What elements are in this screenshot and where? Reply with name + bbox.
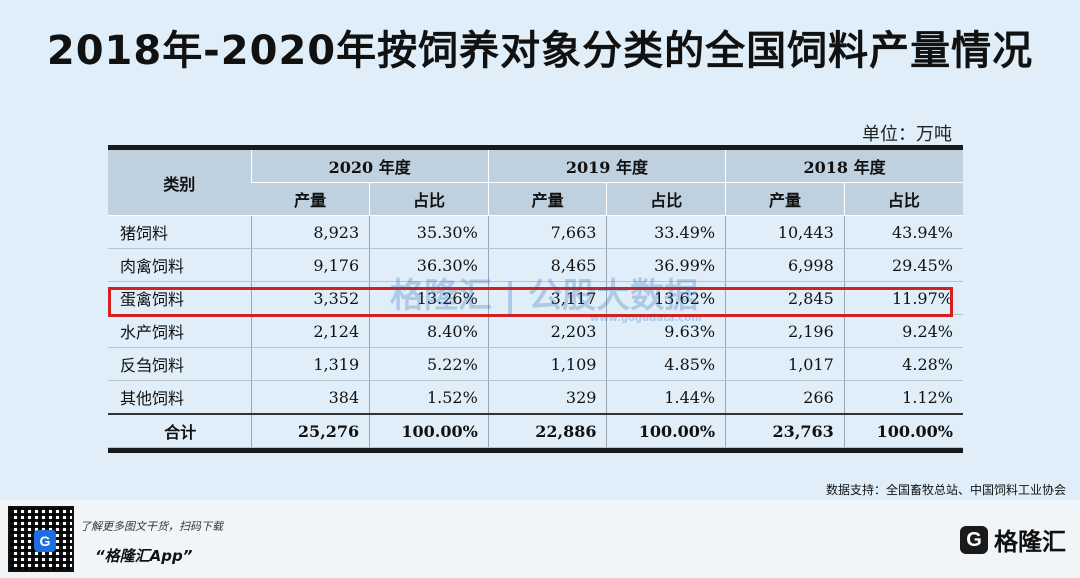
cell-share: 13.26% [369, 281, 489, 315]
row-category: 合计 [108, 413, 251, 448]
cell-output: 1,017 [725, 347, 845, 381]
sub-header-output: 产量 [251, 182, 370, 216]
cell-output: 1,319 [250, 347, 370, 381]
sub-header-share: 占比 [369, 182, 489, 216]
sub-header-share: 占比 [606, 182, 726, 216]
cell-share: 13.62% [606, 281, 726, 315]
unit-label: 单位：万吨 [862, 124, 952, 145]
table-row: 水产饲料 2,124 8.40% 2,203 9.63% 2,196 9.24% [108, 314, 963, 348]
category-header: 类别 [108, 150, 251, 216]
cell-output: 8,465 [487, 248, 607, 282]
table-row: 猪饲料 8,923 35.30% 7,663 33.49% 10,443 43.94% [108, 215, 963, 249]
cell-share: 100.00% [606, 413, 726, 448]
cell-share: 1.12% [843, 380, 963, 415]
row-category: 反刍饲料 [108, 347, 251, 381]
cell-output: 2,196 [725, 314, 845, 348]
page-title: 2018年-2020年按饲养对象分类的全国饲料产量情况 [46, 28, 1034, 74]
sub-header-output: 产量 [487, 182, 607, 216]
cell-share: 1.52% [369, 380, 489, 415]
cell-share: 5.22% [369, 347, 489, 381]
cell-share: 100.00% [843, 413, 963, 448]
feed-production-table: 类别 2020 年度 2019 年度 2018 年度 产量 占比 产量 占比 产… [108, 150, 963, 448]
cell-output: 3,352 [250, 281, 370, 315]
table-total-row: 合计 25,276 100.00% 22,886 100.00% 23,763 100.00… [108, 413, 963, 448]
cell-share: 36.30% [369, 248, 489, 282]
row-category: 其他饲料 [108, 380, 251, 415]
table-row: 其他饲料 384 1.52% 329 1.44% 266 1.12% [108, 380, 963, 415]
cell-share: 4.85% [606, 347, 726, 381]
sub-header-output: 产量 [725, 182, 845, 216]
row-category: 猪饲料 [108, 215, 251, 249]
cell-output: 329 [487, 380, 607, 415]
cell-output: 8,923 [250, 215, 370, 249]
cell-share: 8.40% [369, 314, 489, 348]
table-row: 反刍饲料 1,319 5.22% 1,109 4.85% 1,017 4.28% [108, 347, 963, 381]
qr-logo-icon: G [34, 530, 56, 552]
cell-output: 6,998 [725, 248, 845, 282]
year-header-2018: 2018 年度 [725, 150, 963, 183]
cell-share: 43.94% [843, 215, 963, 249]
footer-bar: G 了解更多图文干货，扫码下载 “格隆汇App” G 格隆汇 [0, 500, 1080, 578]
data-table-container: 类别 2020 年度 2019 年度 2018 年度 产量 占比 产量 占比 产… [108, 145, 963, 453]
cell-share: 1.44% [606, 380, 726, 415]
table-row: 肉禽饲料 9,176 36.30% 8,465 36.99% 6,998 29.45% [108, 248, 963, 282]
table-row: 蛋禽饲料 3,352 13.26% 3,117 13.62% 2,845 11.97% [108, 281, 963, 315]
cell-share: 11.97% [843, 281, 963, 315]
row-category: 水产饲料 [108, 314, 251, 348]
cell-output: 2,845 [725, 281, 845, 315]
brand-name: 格隆汇 [994, 528, 1066, 556]
cell-output: 10,443 [725, 215, 845, 249]
qr-code[interactable]: G [8, 506, 74, 572]
cell-output: 384 [250, 380, 370, 415]
cell-share: 36.99% [606, 248, 726, 282]
promo-text: 了解更多图文干货，扫码下载 [80, 520, 223, 533]
cell-output: 9,176 [250, 248, 370, 282]
cell-output: 1,109 [487, 347, 607, 381]
cell-output: 25,276 [250, 413, 370, 448]
cell-share: 33.49% [606, 215, 726, 249]
cell-output: 3,117 [487, 281, 607, 315]
table-body: 猪饲料 8,923 35.30% 7,663 33.49% 10,443 43.94% 肉禽饲… [108, 215, 963, 448]
cell-share: 35.30% [369, 215, 489, 249]
row-category: 肉禽饲料 [108, 248, 251, 282]
app-name: “格隆汇App” [95, 547, 193, 565]
brand-g-icon: G [960, 525, 988, 554]
cell-output: 23,763 [725, 413, 845, 448]
cell-output: 2,124 [250, 314, 370, 348]
cell-share: 100.00% [369, 413, 489, 448]
year-header-2020: 2020 年度 [250, 150, 489, 183]
cell-share: 4.28% [843, 347, 963, 381]
cell-share: 9.63% [606, 314, 726, 348]
cell-output: 266 [725, 380, 845, 415]
row-category: 蛋禽饲料 [108, 281, 251, 315]
cell-share: 29.45% [843, 248, 963, 282]
cell-output: 7,663 [487, 215, 607, 249]
cell-output: 22,886 [487, 413, 607, 448]
cell-share: 9.24% [843, 314, 963, 348]
sub-header-share: 占比 [843, 182, 963, 216]
source-note: 数据支持：全国畜牧总站、中国饲料工业协会 [825, 483, 1066, 497]
brand-logo: G 格隆汇 [960, 522, 1066, 557]
year-header-2019: 2019 年度 [487, 150, 726, 183]
cell-output: 2,203 [487, 314, 607, 348]
